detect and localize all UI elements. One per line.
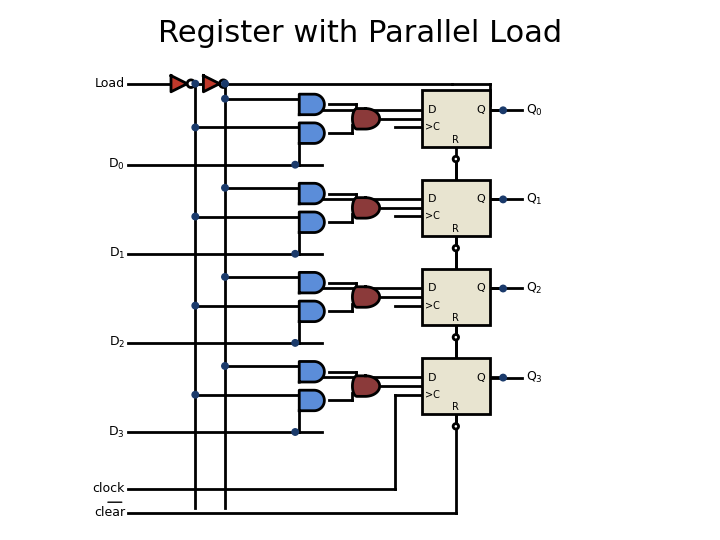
Circle shape: [500, 196, 506, 202]
Polygon shape: [300, 272, 324, 293]
Circle shape: [192, 392, 199, 398]
Polygon shape: [300, 361, 324, 382]
Circle shape: [453, 245, 459, 251]
Circle shape: [453, 334, 459, 340]
Polygon shape: [300, 183, 324, 204]
Text: >C: >C: [426, 389, 440, 400]
Circle shape: [220, 80, 228, 87]
Text: Load: Load: [95, 77, 125, 90]
Polygon shape: [171, 76, 187, 92]
Text: R: R: [452, 313, 459, 323]
Text: R: R: [452, 224, 459, 234]
Circle shape: [500, 374, 506, 381]
Polygon shape: [300, 301, 324, 322]
Text: Q$_3$: Q$_3$: [526, 370, 543, 385]
Polygon shape: [353, 287, 379, 307]
Text: D: D: [428, 105, 436, 116]
Circle shape: [222, 363, 228, 369]
Text: D: D: [428, 284, 436, 294]
Circle shape: [222, 185, 228, 191]
Text: D$_0$: D$_0$: [108, 157, 125, 172]
Text: Q: Q: [477, 373, 485, 383]
Text: Q: Q: [477, 194, 485, 205]
Circle shape: [292, 251, 299, 257]
Text: clear: clear: [94, 507, 125, 519]
Polygon shape: [300, 123, 324, 144]
FancyBboxPatch shape: [422, 90, 490, 147]
Circle shape: [192, 302, 199, 309]
Text: Q$_0$: Q$_0$: [526, 103, 544, 118]
Text: Register with Parallel Load: Register with Parallel Load: [158, 19, 562, 48]
Circle shape: [222, 96, 228, 102]
Polygon shape: [353, 198, 379, 218]
Circle shape: [192, 213, 199, 220]
Polygon shape: [300, 212, 324, 233]
Circle shape: [500, 285, 506, 292]
Text: D$_1$: D$_1$: [109, 246, 125, 261]
Polygon shape: [203, 76, 220, 92]
Circle shape: [192, 124, 199, 131]
Circle shape: [222, 80, 228, 87]
Text: >C: >C: [426, 300, 440, 310]
Circle shape: [192, 80, 199, 87]
Text: R: R: [452, 402, 459, 412]
Text: Q: Q: [477, 105, 485, 116]
Polygon shape: [353, 109, 379, 129]
Polygon shape: [353, 376, 379, 396]
Circle shape: [292, 340, 299, 346]
Text: D: D: [428, 194, 436, 205]
Text: >C: >C: [426, 211, 440, 221]
Text: D: D: [428, 373, 436, 383]
Circle shape: [187, 80, 194, 87]
Text: >C: >C: [426, 122, 440, 132]
Text: D$_2$: D$_2$: [109, 335, 125, 350]
Circle shape: [453, 157, 459, 161]
FancyBboxPatch shape: [422, 268, 490, 325]
Circle shape: [292, 429, 299, 435]
Circle shape: [500, 107, 506, 113]
Circle shape: [453, 423, 459, 429]
Text: clock: clock: [93, 482, 125, 495]
Polygon shape: [300, 390, 324, 411]
FancyBboxPatch shape: [422, 358, 490, 415]
Circle shape: [222, 274, 228, 280]
Polygon shape: [300, 94, 324, 114]
Text: R: R: [452, 134, 459, 145]
Circle shape: [292, 161, 299, 168]
FancyBboxPatch shape: [422, 179, 490, 237]
Text: Q$_1$: Q$_1$: [526, 192, 543, 207]
Text: Q: Q: [477, 284, 485, 294]
Text: Q$_2$: Q$_2$: [526, 281, 543, 296]
Text: D$_3$: D$_3$: [109, 424, 125, 440]
